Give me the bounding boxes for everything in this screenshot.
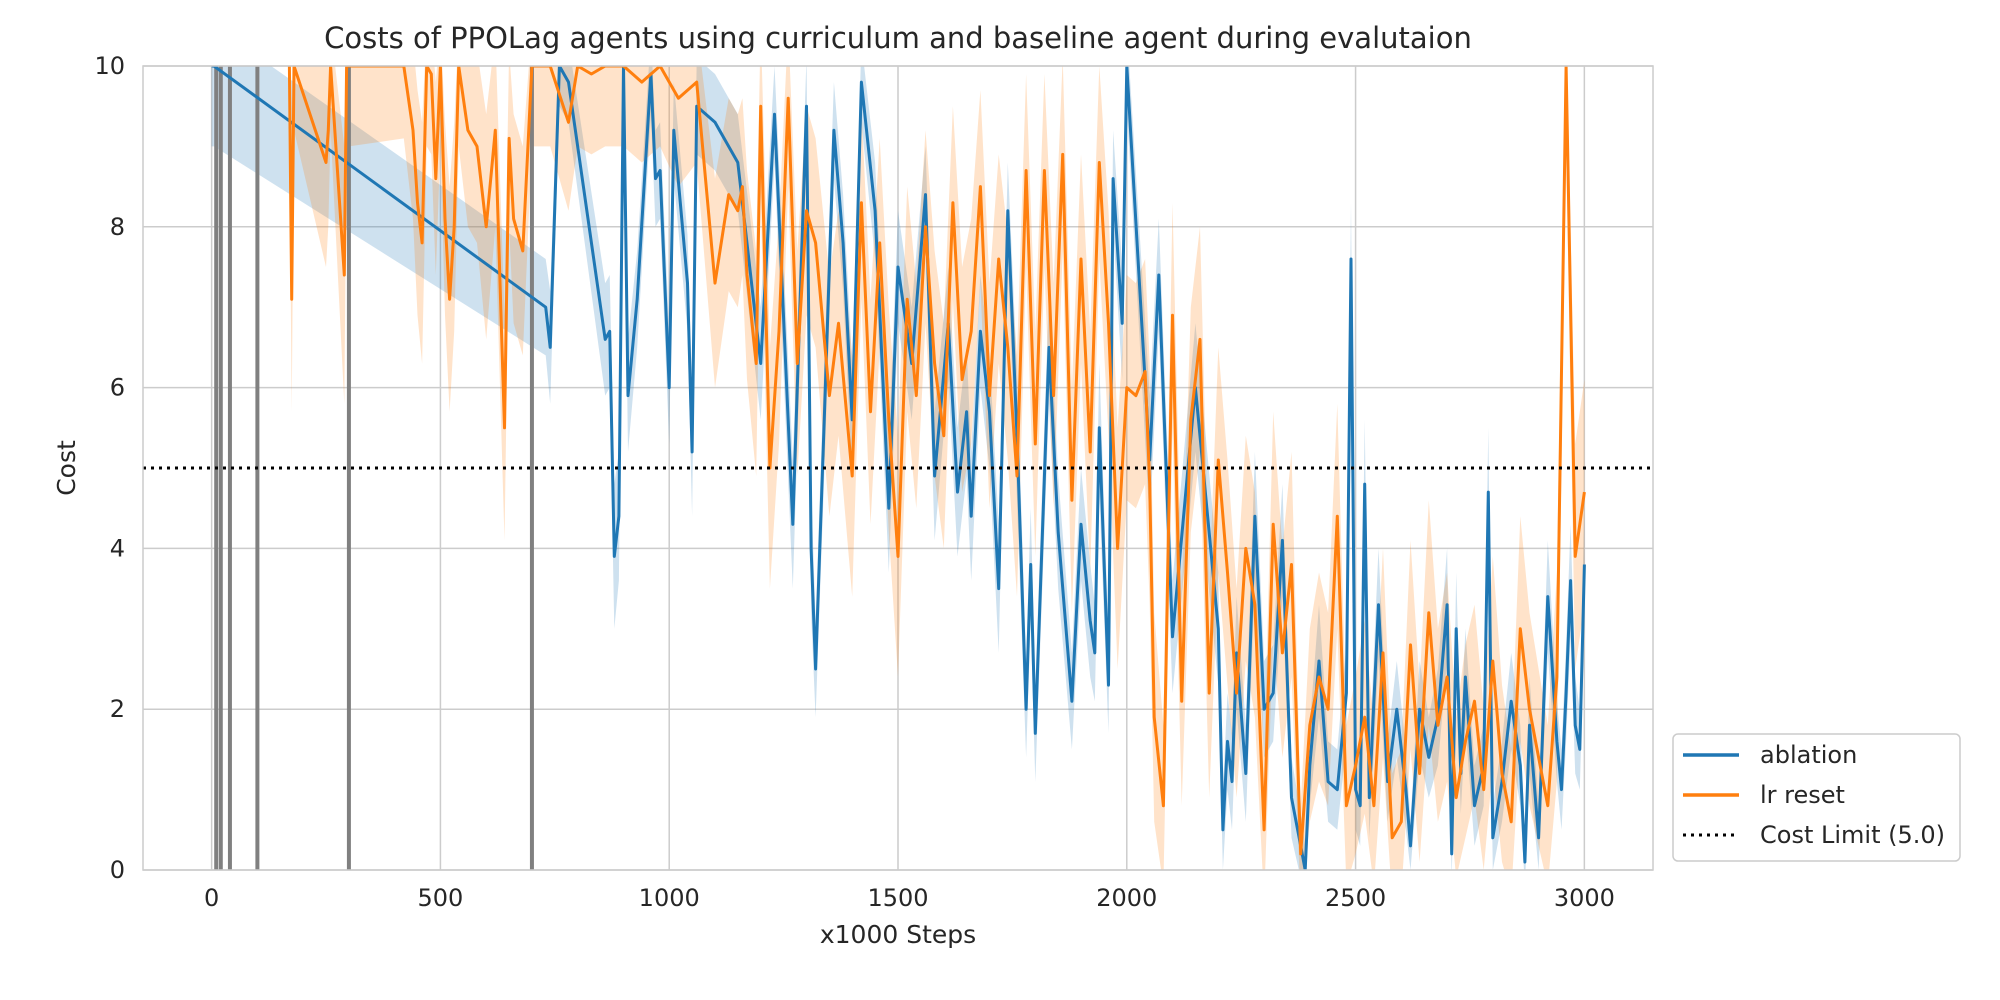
y-tick-label: 4 xyxy=(110,534,125,562)
x-tick-label: 2500 xyxy=(1325,884,1386,912)
x-axis-label: x1000 Steps xyxy=(820,920,976,949)
y-tick-label: 0 xyxy=(110,856,125,884)
legend-box xyxy=(1672,733,1961,862)
legend-label-lr-reset: lr reset xyxy=(1760,781,1845,809)
x-tick-label: 2000 xyxy=(1096,884,1157,912)
series-line-ablation xyxy=(211,66,1586,870)
series-line-lr-reset xyxy=(287,66,1586,856)
plot-frame xyxy=(142,65,1654,871)
x-tick-label: 500 xyxy=(418,884,464,912)
legend-label-cost-limit: Cost Limit (5.0) xyxy=(1760,821,1945,849)
axis-ticks: 0 500 1000 1500 2000 2500 3000 0 2 4 6 8 10 xyxy=(94,52,1614,912)
x-tick-label: 0 xyxy=(204,884,219,912)
x-tick-label: 1000 xyxy=(639,884,700,912)
y-axis-label: Cost xyxy=(52,440,81,496)
legend: ablation lr reset Cost Limit (5.0) xyxy=(1672,733,1961,862)
y-tick-label: 8 xyxy=(110,213,125,241)
series-lines xyxy=(211,66,1586,870)
chart-title: Costs of PPOLag agents using curriculum … xyxy=(324,21,1472,55)
legend-label-ablation: ablation xyxy=(1760,741,1857,769)
y-tick-label: 10 xyxy=(94,52,125,80)
y-tick-label: 6 xyxy=(110,374,125,402)
y-tick-label: 2 xyxy=(110,695,125,723)
confidence-band-ablation xyxy=(211,66,1585,870)
x-tick-label: 3000 xyxy=(1554,884,1615,912)
x-tick-label: 1500 xyxy=(867,884,928,912)
